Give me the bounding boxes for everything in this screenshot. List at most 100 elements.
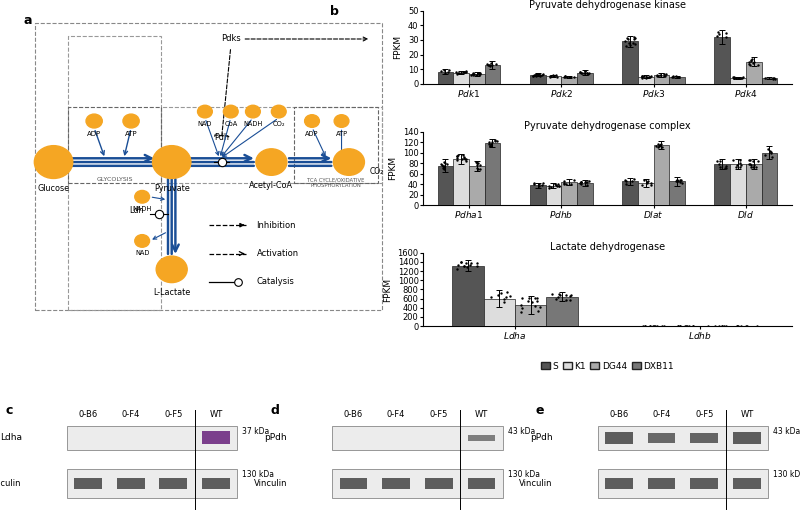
Point xyxy=(554,291,566,299)
Point xyxy=(451,69,464,78)
Point xyxy=(730,74,742,82)
Point xyxy=(544,72,557,80)
Bar xyxy=(690,478,718,489)
Point xyxy=(559,296,572,304)
Bar xyxy=(530,185,546,205)
Point xyxy=(574,68,587,77)
Text: pPdh: pPdh xyxy=(265,433,287,442)
Point xyxy=(442,67,454,76)
Point xyxy=(522,294,535,303)
Point xyxy=(742,60,755,68)
Point xyxy=(576,69,589,77)
Bar xyxy=(730,164,746,205)
Point xyxy=(470,164,483,172)
Bar xyxy=(733,478,761,489)
Point xyxy=(620,41,633,50)
Text: Pdh: Pdh xyxy=(214,132,229,142)
Point xyxy=(675,176,688,184)
Point xyxy=(481,60,494,68)
Bar xyxy=(546,186,562,205)
Point xyxy=(527,72,540,80)
Point xyxy=(622,34,634,43)
Point xyxy=(536,70,549,78)
Point xyxy=(543,73,556,81)
Bar xyxy=(638,183,654,205)
Point xyxy=(485,142,498,150)
Point xyxy=(551,73,564,81)
Point xyxy=(492,291,505,299)
Bar xyxy=(622,41,638,84)
Point xyxy=(474,165,486,173)
Point xyxy=(470,161,483,169)
Point xyxy=(484,142,497,150)
Point xyxy=(686,322,699,330)
Bar xyxy=(74,478,102,489)
Text: 0-F5: 0-F5 xyxy=(430,410,448,419)
Point xyxy=(734,159,746,167)
Point xyxy=(470,70,482,79)
Point xyxy=(483,60,496,69)
Point xyxy=(470,158,482,166)
Point xyxy=(551,180,564,189)
Bar xyxy=(762,153,778,205)
Bar xyxy=(762,78,778,84)
Point xyxy=(442,66,455,75)
Point xyxy=(482,138,495,146)
Point xyxy=(564,180,577,189)
Point xyxy=(621,33,634,42)
Point xyxy=(474,69,486,78)
Text: Ldha: Ldha xyxy=(0,433,22,442)
Point xyxy=(645,72,658,80)
Bar xyxy=(638,77,654,84)
Point xyxy=(660,70,673,78)
Point xyxy=(530,70,543,78)
Point xyxy=(674,176,686,185)
Point xyxy=(728,73,741,82)
Point xyxy=(438,158,450,166)
Point xyxy=(642,73,655,82)
Point xyxy=(710,32,723,40)
Text: 37 kDa: 37 kDa xyxy=(242,427,270,436)
Point xyxy=(485,140,498,148)
Point xyxy=(636,72,649,81)
Point xyxy=(485,59,498,68)
Point xyxy=(579,67,592,75)
Text: Vinculin: Vinculin xyxy=(519,479,553,488)
Point xyxy=(563,296,576,305)
Point xyxy=(654,140,667,148)
Point xyxy=(670,175,683,184)
Point xyxy=(745,56,758,65)
Bar xyxy=(714,164,730,205)
Point xyxy=(742,156,755,164)
Point xyxy=(739,322,752,330)
Point xyxy=(545,182,558,191)
Bar xyxy=(469,166,485,205)
Text: GLYCOLYSIS: GLYCOLYSIS xyxy=(96,177,133,182)
Point xyxy=(550,71,562,80)
Point xyxy=(666,73,679,82)
Point xyxy=(727,73,740,82)
Point xyxy=(640,72,653,81)
Point xyxy=(712,160,725,169)
Y-axis label: FPKM: FPKM xyxy=(383,277,392,302)
Point xyxy=(578,68,590,77)
Point xyxy=(574,179,586,187)
Bar xyxy=(332,469,503,498)
Point xyxy=(471,164,484,173)
Point xyxy=(499,293,512,301)
Point xyxy=(483,60,496,69)
Bar xyxy=(468,435,495,440)
Point xyxy=(653,142,666,151)
Point xyxy=(533,70,546,78)
Point xyxy=(567,73,580,82)
Point xyxy=(734,161,747,170)
Point xyxy=(466,71,479,80)
Point xyxy=(766,74,779,82)
Point xyxy=(486,138,498,146)
Circle shape xyxy=(246,105,260,118)
Point xyxy=(742,160,755,168)
Text: TCA CYCLE/OXIDATIVE
PHOSPHORYLATION: TCA CYCLE/OXIDATIVE PHOSPHORYLATION xyxy=(307,177,365,188)
Point xyxy=(644,178,657,187)
Point xyxy=(565,290,578,299)
Point xyxy=(456,154,469,163)
